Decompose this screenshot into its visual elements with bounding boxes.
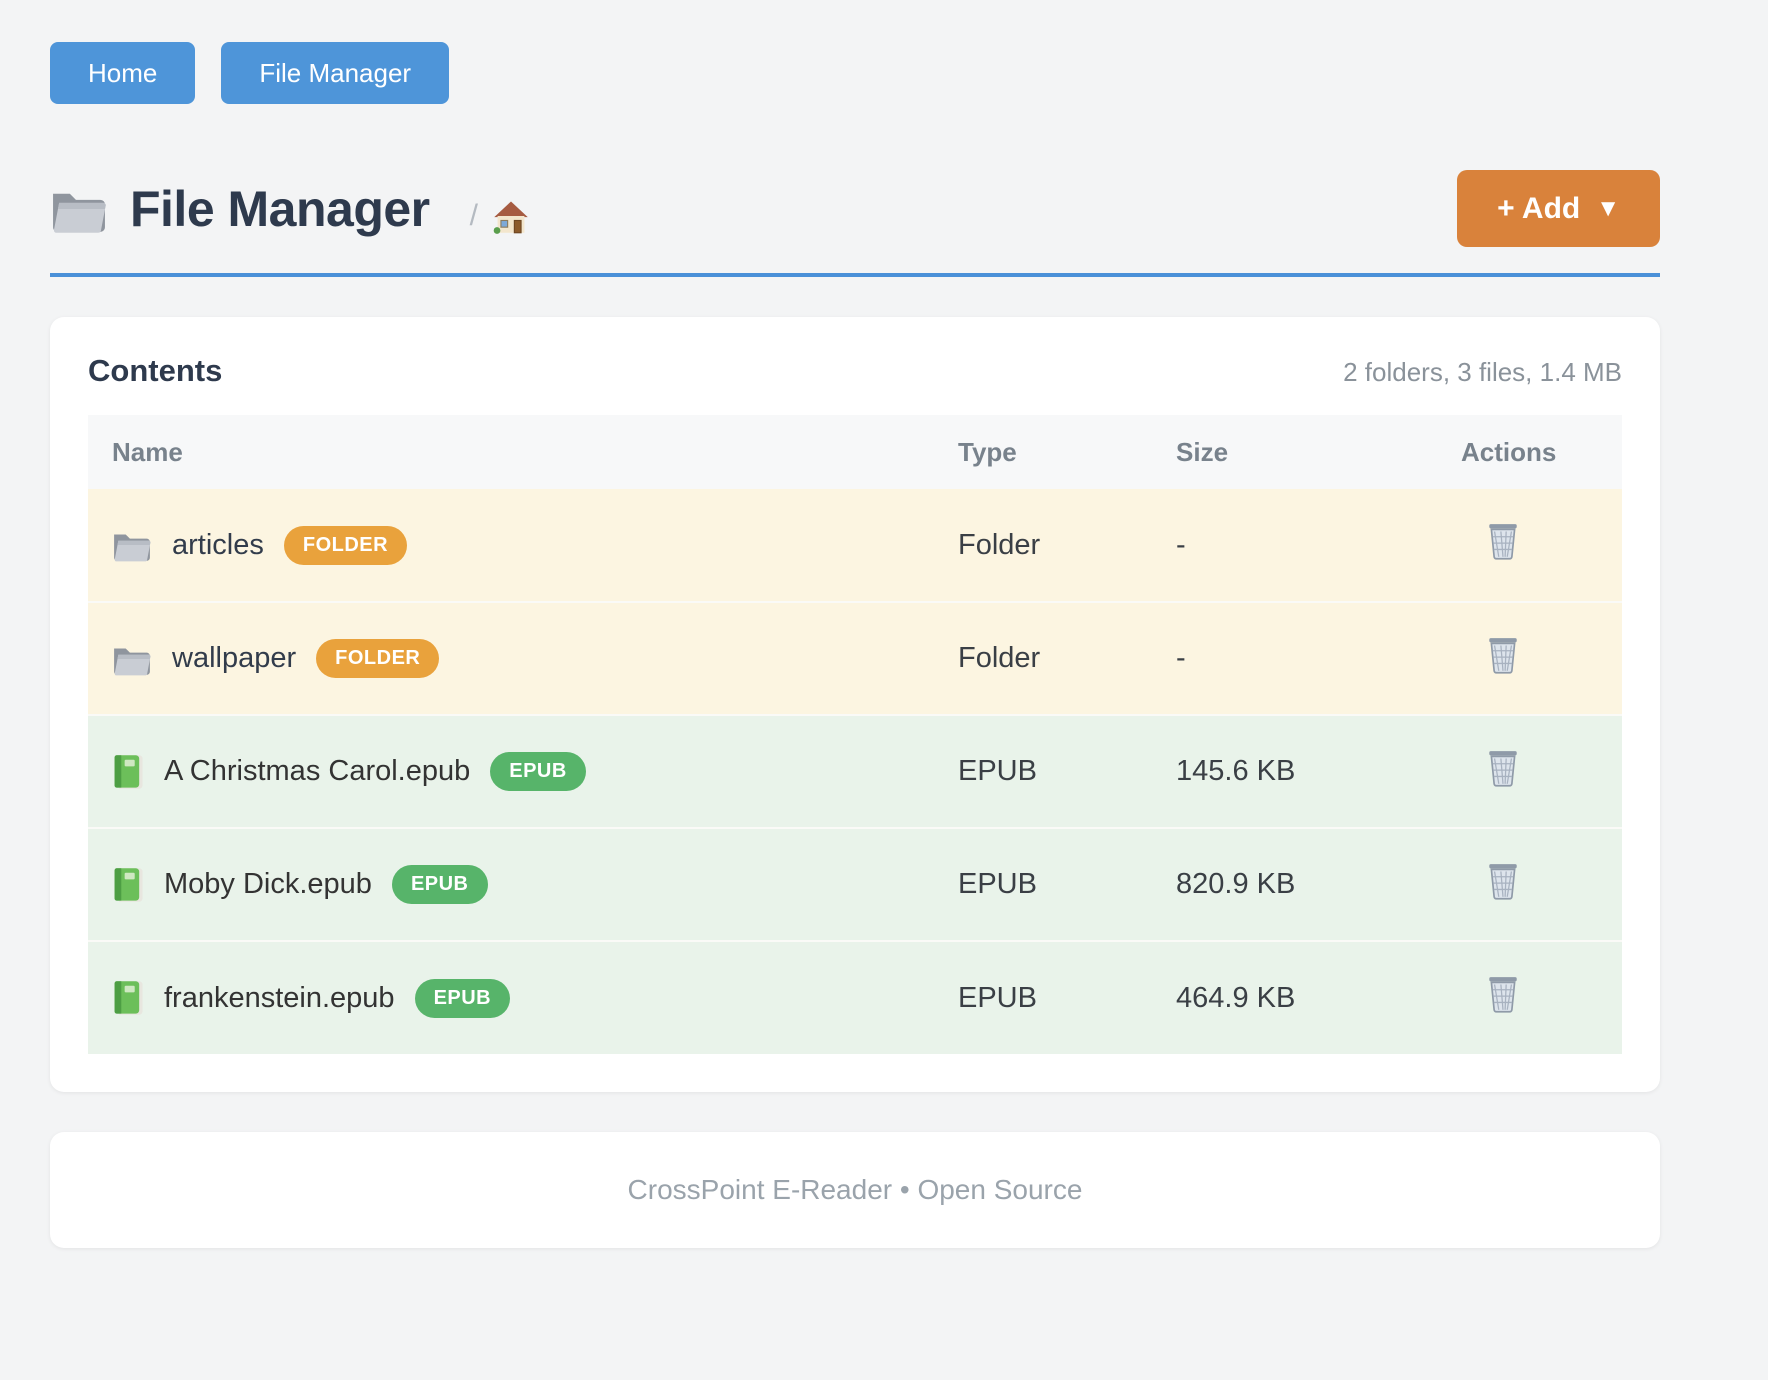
item-type: Folder: [958, 642, 1041, 674]
table-row: A Christmas Carol.epub EPUB EPUB 145.6 K…: [88, 715, 1622, 828]
page-header: File Manager / + Add ▼: [50, 170, 1660, 247]
header-divider: [50, 273, 1660, 277]
home-button[interactable]: Home: [50, 42, 196, 104]
item-size: 464.9 KB: [1176, 981, 1296, 1014]
wastebasket-icon: [1486, 862, 1520, 900]
item-size: -: [1176, 528, 1186, 561]
type-badge: EPUB: [391, 865, 488, 904]
column-header-type: Type: [958, 436, 1017, 467]
column-header-actions: Actions: [1461, 436, 1557, 467]
item-size: -: [1176, 642, 1186, 674]
table-row: Moby Dick.epub EPUB EPUB 820.9 KB: [88, 828, 1622, 941]
delete-button[interactable]: [1486, 749, 1520, 787]
type-badge: FOLDER: [316, 639, 440, 678]
breadcrumb-separator: /: [469, 198, 478, 232]
item-type: Folder: [958, 528, 1041, 561]
table-header-row: Name Type Size Actions: [88, 415, 1622, 489]
item-name[interactable]: wallpaper: [172, 642, 297, 674]
table-row: wallpaper FOLDER Folder -: [88, 602, 1622, 715]
item-type: EPUB: [958, 981, 1037, 1014]
folder-icon: [50, 183, 108, 235]
item-size: 820.9 KB: [1176, 868, 1296, 900]
house-icon[interactable]: [492, 198, 530, 234]
page-title: File Manager: [130, 180, 430, 237]
table-row: frankenstein.epub EPUB EPUB 464.9 KB: [88, 941, 1622, 1054]
column-header-name: Name: [112, 436, 183, 467]
delete-button[interactable]: [1486, 636, 1520, 674]
column-header-size: Size: [1176, 436, 1229, 467]
book-icon: [112, 753, 144, 791]
chevron-down-icon: ▼: [1596, 194, 1620, 222]
wastebasket-icon: [1486, 975, 1520, 1013]
contents-title: Contents: [88, 353, 223, 388]
delete-button[interactable]: [1486, 862, 1520, 900]
item-name[interactable]: frankenstein.epub: [164, 981, 395, 1014]
page-container: Home File Manager File Manager / + Add ▼…: [50, 0, 1660, 1248]
type-badge: EPUB: [414, 978, 511, 1018]
footer-text: CrossPoint E-Reader • Open Source: [627, 1174, 1083, 1205]
item-type: EPUB: [958, 755, 1037, 787]
top-nav: Home File Manager: [50, 0, 1660, 104]
type-badge: FOLDER: [283, 525, 408, 565]
book-icon: [112, 979, 144, 1017]
contents-summary: 2 folders, 3 files, 1.4 MB: [1343, 357, 1622, 387]
file-manager-button[interactable]: File Manager: [221, 42, 450, 104]
item-name[interactable]: Moby Dick.epub: [164, 868, 372, 900]
table-row: articles FOLDER Folder -: [88, 489, 1622, 602]
wastebasket-icon: [1486, 749, 1520, 787]
folder-icon: [112, 641, 152, 677]
breadcrumb: /: [470, 198, 530, 234]
delete-button[interactable]: [1486, 975, 1520, 1013]
item-name[interactable]: articles: [172, 528, 264, 561]
file-table: Name Type Size Actions articles FOLDER F…: [88, 415, 1622, 1054]
wastebasket-icon: [1486, 522, 1520, 560]
add-button[interactable]: + Add ▼: [1457, 170, 1660, 247]
footer-card: CrossPoint E-Reader • Open Source: [50, 1132, 1660, 1248]
contents-card: Contents 2 folders, 3 files, 1.4 MB Name…: [50, 317, 1660, 1092]
book-icon: [112, 866, 144, 904]
item-name[interactable]: A Christmas Carol.epub: [164, 755, 471, 787]
item-type: EPUB: [958, 868, 1037, 900]
add-button-label: + Add: [1497, 191, 1581, 225]
wastebasket-icon: [1486, 636, 1520, 674]
item-size: 145.6 KB: [1176, 755, 1296, 787]
folder-icon: [112, 527, 152, 563]
delete-button[interactable]: [1486, 522, 1520, 560]
type-badge: EPUB: [490, 752, 586, 791]
